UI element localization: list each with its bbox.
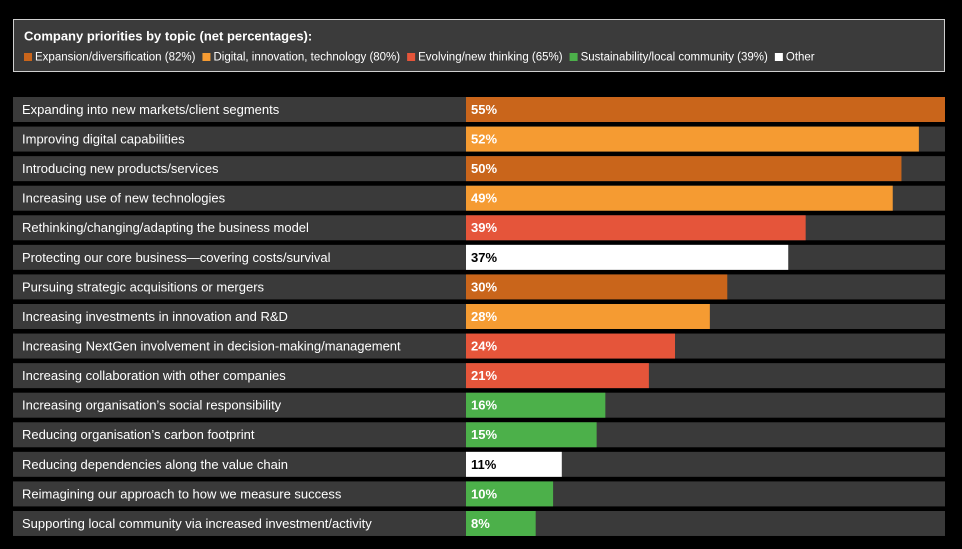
value-label: 24% — [471, 338, 497, 353]
category-label: Reducing organisation’s carbon footprint — [22, 427, 255, 442]
value-label: 55% — [471, 102, 497, 117]
bar — [466, 510, 536, 536]
value-label: 8% — [471, 516, 490, 531]
bar — [466, 185, 893, 211]
category-label: Supporting local community via increased… — [22, 516, 372, 531]
category-label: Expanding into new markets/client segmen… — [22, 102, 280, 117]
bar — [466, 215, 806, 241]
bar — [466, 97, 945, 122]
legend-box — [13, 19, 945, 72]
legend-label: Sustainability/local community (39%) — [581, 52, 768, 64]
plot: Expanding into new markets/client segmen… — [13, 97, 945, 536]
legend-swatch — [202, 53, 211, 61]
value-label: 15% — [471, 427, 497, 442]
chart-title: Company priorities by topic (net percent… — [24, 28, 312, 43]
value-label: 52% — [471, 132, 497, 147]
value-label: 11% — [471, 457, 497, 472]
value-label: 49% — [471, 191, 497, 206]
legend: Expansion/diversification (82%) Digital, … — [24, 52, 815, 64]
bar — [466, 451, 562, 477]
category-label: Increasing collaboration with other comp… — [22, 368, 286, 383]
legend-label: Digital, innovation, technology (80%) — [213, 52, 400, 64]
category-label: Reducing dependencies along the value ch… — [22, 457, 288, 472]
bar — [466, 274, 728, 300]
legend-swatch — [24, 53, 32, 61]
value-label: 50% — [471, 161, 497, 176]
value-label: 21% — [471, 368, 497, 383]
category-label: Protecting our core business—covering co… — [22, 250, 331, 265]
category-label: Pursuing strategic acquisitions or merge… — [22, 279, 265, 294]
category-label: Improving digital capabilities — [22, 132, 185, 147]
value-label: 28% — [471, 309, 497, 324]
category-label: Introducing new products/services — [22, 161, 219, 176]
category-label: Increasing organisation’s social respons… — [22, 398, 282, 413]
category-label: Increasing NextGen involvement in decisi… — [22, 338, 401, 353]
bar — [466, 481, 554, 507]
category-label: Increasing investments in innovation and… — [22, 309, 288, 324]
bar — [466, 333, 676, 359]
value-label: 10% — [471, 486, 497, 501]
bar — [466, 422, 597, 448]
value-label: 37% — [471, 250, 497, 265]
category-label: Reimagining our approach to how we measu… — [22, 486, 342, 501]
legend-swatch — [569, 53, 578, 61]
bar — [466, 392, 606, 418]
bar — [466, 244, 789, 270]
bar — [466, 303, 710, 329]
legend-label: Evolving/new thinking (65%) — [418, 52, 563, 64]
value-label: 30% — [471, 279, 497, 294]
legend-label: Expansion/diversification (82%) — [35, 52, 196, 64]
category-label: Rethinking/changing/adapting the busines… — [22, 220, 309, 235]
bar — [466, 363, 649, 389]
legend-swatch — [407, 53, 416, 61]
category-label: Increasing use of new technologies — [22, 191, 226, 206]
bar — [466, 126, 919, 152]
legend-swatch — [774, 53, 783, 61]
value-label: 39% — [471, 220, 497, 235]
value-label: 16% — [471, 398, 497, 413]
legend-label: Other — [786, 52, 815, 64]
bar — [466, 156, 902, 182]
